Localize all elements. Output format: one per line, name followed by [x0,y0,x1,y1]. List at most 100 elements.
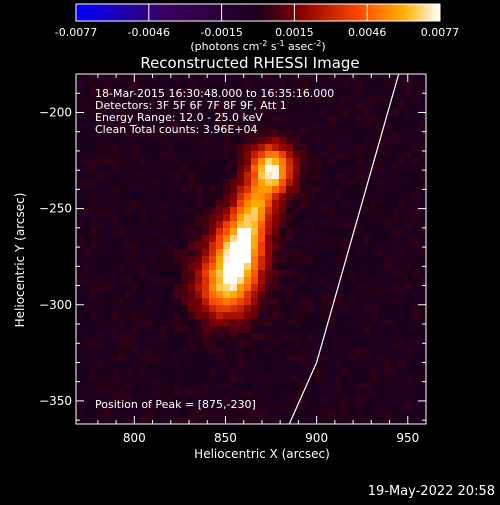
heatmap-cell [97,88,105,96]
heatmap-cell [328,382,336,390]
heatmap-cell [209,193,217,201]
heatmap-cell [349,389,357,397]
heatmap-cell [181,151,189,159]
heatmap-cell [90,403,98,411]
heatmap-cell [377,312,385,320]
heatmap-cell [90,277,98,285]
heatmap-cell [76,249,84,257]
heatmap-cell [160,88,168,96]
heatmap-cell [412,277,420,285]
heatmap-cell [398,102,406,110]
heatmap-cell [391,151,399,159]
heatmap-cell [139,340,147,348]
heatmap-cell [335,179,343,187]
heatmap-cell [307,326,315,334]
heatmap-cell [209,102,217,110]
heatmap-cell [419,403,427,411]
heatmap-cell [118,81,126,89]
heatmap-cell [244,354,252,362]
heatmap-cell [125,263,133,271]
heatmap-cell [132,207,140,215]
heatmap-cell [188,263,196,271]
heatmap-cell [391,361,399,369]
heatmap-cell [111,102,119,110]
heatmap-cell [258,123,266,131]
heatmap-cell [251,228,259,236]
heatmap-cell [419,305,427,313]
heatmap-cell [279,312,287,320]
heatmap-cell [356,165,364,173]
heatmap-cell [223,102,231,110]
heatmap-cell [307,221,315,229]
heatmap-cell [370,333,378,341]
heatmap-cell [370,109,378,117]
heatmap-cell [300,242,308,250]
heatmap-cell [286,375,294,383]
heatmap-cell [146,193,154,201]
heatmap-cell [398,207,406,215]
heatmap-cell [209,109,217,117]
heatmap-cell [76,284,84,292]
heatmap-cell [286,354,294,362]
heatmap-cell [300,263,308,271]
heatmap-cell [321,354,329,362]
heatmap-cell [293,375,301,383]
heatmap-cell [314,221,322,229]
heatmap-cell [405,249,413,257]
heatmap-cell [349,375,357,383]
heatmap-cell [153,214,161,222]
heatmap-cell [412,410,420,418]
heatmap-cell [132,368,140,376]
heatmap-cell [160,305,168,313]
heatmap-cell [370,144,378,152]
heatmap-cell [335,186,343,194]
heatmap-cell [272,333,280,341]
heatmap-cell [258,228,266,236]
heatmap-cell [419,116,427,124]
heatmap-cell [174,277,182,285]
heatmap-cell [230,200,238,208]
heatmap-cell [139,305,147,313]
heatmap-cell [97,417,105,425]
heatmap-cell [279,333,287,341]
heatmap-cell [356,326,364,334]
heatmap-cell [314,263,322,271]
heatmap-cell [146,88,154,96]
x-tick-label: 900 [305,431,328,445]
heatmap-cell [181,81,189,89]
heatmap-cell [335,228,343,236]
heatmap-cell [251,109,259,117]
heatmap-cell [300,410,308,418]
heatmap-cell [181,109,189,117]
heatmap-cell [391,417,399,425]
heatmap-cell [76,312,84,320]
heatmap-cell [223,186,231,194]
heatmap-cell [111,305,119,313]
heatmap-cell [216,361,224,369]
heatmap-cell [377,123,385,131]
heatmap-cell [405,81,413,89]
heatmap-cell [125,368,133,376]
heatmap-cell [97,109,105,117]
heatmap-cell [370,410,378,418]
heatmap-cell [244,333,252,341]
heatmap-cell [258,214,266,222]
heatmap-cell [321,382,329,390]
heatmap-cell [181,116,189,124]
heatmap-cell [244,207,252,215]
heatmap-cell [174,130,182,138]
heatmap-cell [314,347,322,355]
heatmap-cell [209,221,217,229]
heatmap-cell [335,151,343,159]
heatmap-cell [132,74,140,82]
heatmap-cell [342,228,350,236]
heatmap-cell [321,144,329,152]
heatmap-cell [377,242,385,250]
heatmap-cell [111,256,119,264]
heatmap-cell [363,263,371,271]
heatmap-cell [342,354,350,362]
heatmap-cell [363,200,371,208]
heatmap-cell [160,417,168,425]
heatmap-cell [230,144,238,152]
heatmap-cell [314,270,322,278]
